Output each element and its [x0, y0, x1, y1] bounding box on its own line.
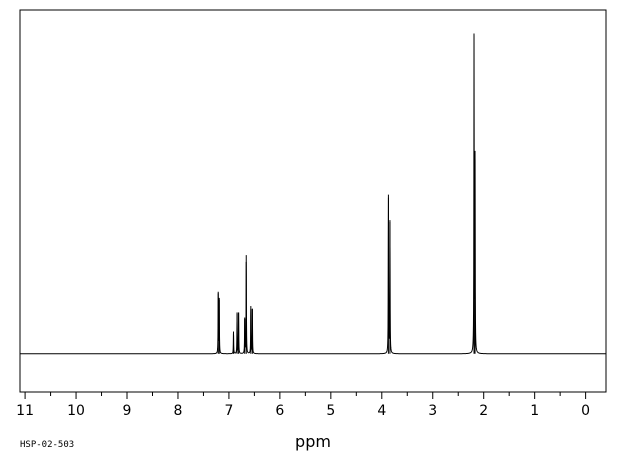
- tick-label-3: 3: [428, 403, 437, 419]
- plot-frame: [19, 9, 607, 393]
- tick-label-2: 2: [479, 403, 488, 419]
- x-axis-label: ppm: [295, 432, 331, 451]
- tick-label-7: 7: [224, 403, 233, 419]
- tick-label-5: 5: [326, 403, 335, 419]
- tick-label-10: 10: [67, 403, 85, 419]
- peaks: [217, 35, 476, 354]
- tick-label-4: 4: [377, 403, 386, 419]
- spectrum-line: [20, 33, 606, 355]
- tick-label-8: 8: [174, 403, 183, 419]
- x-axis-tick-labels: 11 10 9 8 7 6 5 4 3 2 1 0: [16, 403, 590, 419]
- tick-label-9: 9: [123, 403, 132, 419]
- tick-label-1: 1: [530, 403, 539, 419]
- sample-code: HSP-02-503: [20, 440, 74, 450]
- x-axis-ticks: [24, 392, 587, 399]
- tick-label-6: 6: [275, 403, 284, 419]
- tick-label-11: 11: [16, 403, 34, 419]
- tick-label-0: 0: [581, 403, 590, 419]
